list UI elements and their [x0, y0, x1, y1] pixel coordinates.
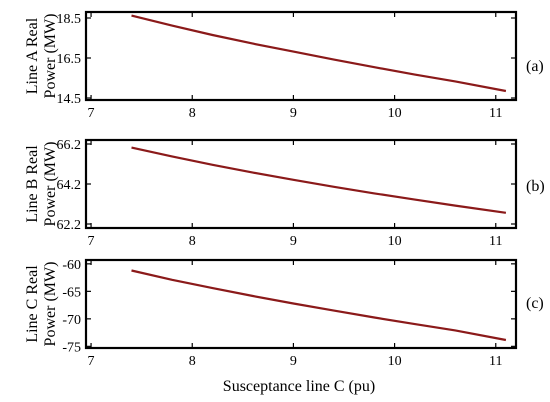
y-tick-label: -75: [62, 340, 81, 355]
y-tick-label: 66.2: [57, 138, 82, 153]
panel-label-b: (b): [526, 178, 545, 195]
series-line-b: [131, 146, 507, 214]
series-line-c: [131, 269, 507, 342]
ticks-a: 7 8 9 10 11 14.5 16.5 18.5: [57, 12, 516, 121]
x-tick-label: 9: [290, 106, 297, 121]
x-tick-label: 11: [489, 234, 502, 249]
panel-b: 7 8 9 10 11 62.2 64.2 66.2 Line B Real Power (M…: [24, 138, 545, 249]
panel-label-c: (c): [526, 295, 544, 312]
panel-c: 7 8 9 10 11 -75 -70 -65 -60 Line C Real Power (M…: [24, 258, 544, 395]
y-axis-label-c-line2: Power (MW): [42, 262, 59, 347]
y-tick-label: 16.5: [57, 52, 82, 67]
panel-label-a: (a): [526, 58, 544, 75]
x-tick-label: 10: [388, 354, 402, 369]
x-tick-label: 11: [489, 354, 502, 369]
ticks-b: 7 8 9 10 11 62.2 64.2 66.2: [57, 138, 516, 249]
y-axis-label-c-line1: Line C Real: [24, 265, 41, 343]
y-tick-label: 18.5: [57, 12, 82, 27]
y-tick-label: -70: [62, 313, 81, 328]
series-a: [131, 14, 507, 93]
plot-frame-c: [84, 258, 518, 350]
x-tick-label: 7: [88, 354, 95, 369]
series-line-a: [131, 14, 507, 93]
x-tick-label: 10: [388, 234, 402, 249]
y-axis-label-b-line2: Power (MW): [42, 142, 59, 227]
y-tick-label: -65: [62, 285, 81, 300]
y-tick-label: 62.2: [57, 218, 82, 233]
panel-a: 7 8 9 10 11 14.5 16.5 18.5 Line A Real Power (M…: [24, 10, 544, 121]
y-axis-label-b-line1: Line B Real: [24, 145, 41, 223]
x-axis-label: Susceptance line C (pu): [223, 378, 375, 395]
plot-frame-b: [84, 138, 518, 230]
x-tick-label: 11: [489, 106, 502, 121]
x-tick-label: 10: [388, 106, 402, 121]
plot-frame-a: [84, 10, 518, 102]
x-tick-label: 8: [189, 354, 196, 369]
y-tick-label: -60: [62, 258, 81, 273]
y-tick-label: 64.2: [57, 178, 82, 193]
x-tick-label: 9: [290, 234, 297, 249]
y-axis-label-a-line1: Line A Real: [24, 17, 41, 94]
x-tick-label: 8: [189, 234, 196, 249]
y-tick-label: 14.5: [57, 92, 82, 107]
x-tick-label: 7: [88, 234, 95, 249]
x-tick-label: 7: [88, 106, 95, 121]
x-tick-label: 8: [189, 106, 196, 121]
series-c: [131, 269, 507, 342]
ticks-c: 7 8 9 10 11 -75 -70 -65 -60: [62, 258, 516, 369]
series-b: [131, 146, 507, 214]
y-axis-label-a-line2: Power (MW): [42, 14, 59, 99]
x-tick-label: 9: [290, 354, 297, 369]
